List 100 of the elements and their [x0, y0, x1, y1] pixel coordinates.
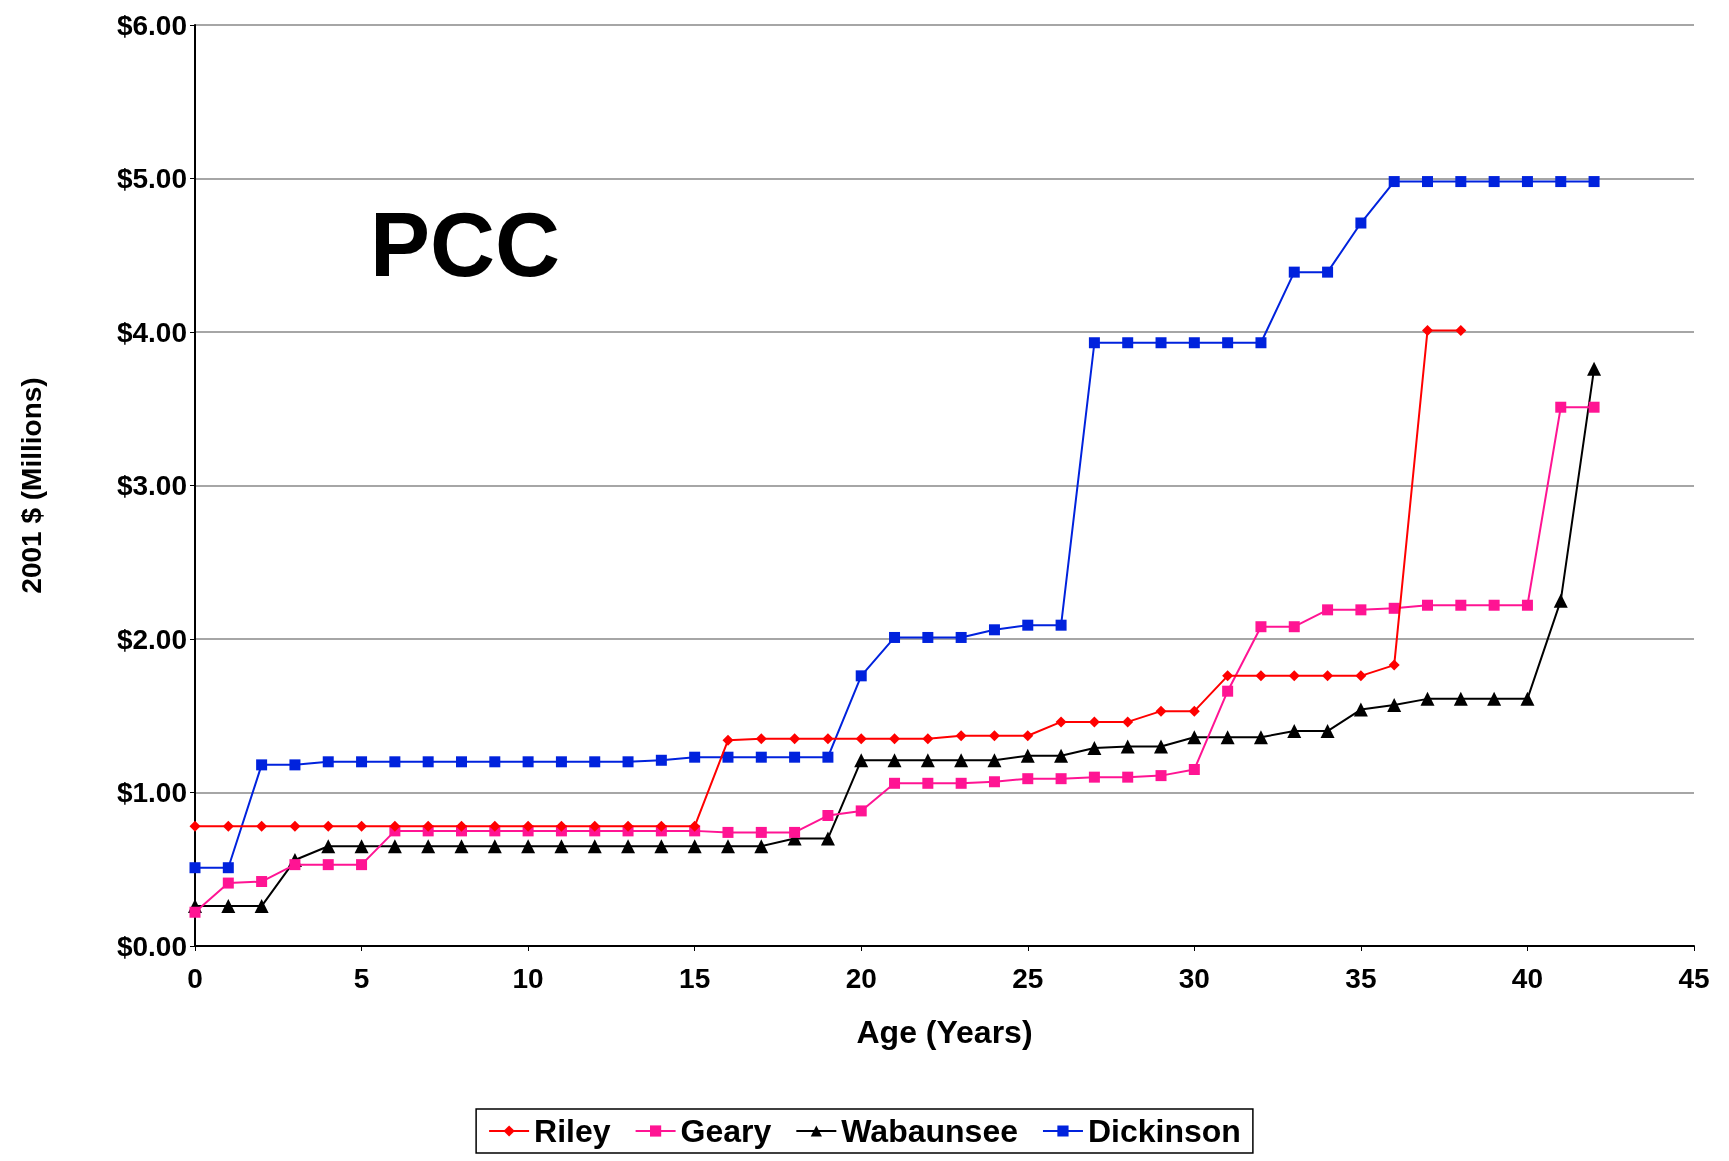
point — [789, 733, 801, 745]
y-axis-title: 2001 $ (Millions) — [15, 377, 47, 594]
point — [922, 631, 934, 643]
point — [1555, 176, 1567, 188]
point — [322, 859, 334, 871]
point — [587, 839, 602, 854]
point — [1255, 670, 1267, 682]
legend-label: Dickinson — [1087, 1113, 1241, 1149]
point — [1122, 337, 1134, 349]
point — [555, 820, 567, 832]
point — [1487, 691, 1502, 706]
point — [1422, 324, 1434, 336]
point — [321, 839, 336, 854]
point — [422, 820, 434, 832]
point — [955, 730, 967, 742]
point — [922, 777, 934, 789]
x-tick-label: 40 — [1511, 962, 1544, 994]
point — [1122, 716, 1134, 728]
y-tick-label: $2.00 — [116, 623, 187, 655]
point — [922, 733, 934, 745]
point — [521, 839, 536, 854]
point — [1521, 176, 1533, 188]
point — [1287, 724, 1302, 739]
point — [1388, 176, 1400, 188]
x-tick-label: 5 — [353, 962, 370, 994]
point — [1155, 337, 1167, 349]
annotation: PCC — [370, 195, 561, 295]
point — [1088, 771, 1100, 783]
point — [421, 839, 436, 854]
point — [855, 733, 867, 745]
point — [820, 831, 835, 846]
point — [1322, 604, 1334, 616]
point — [955, 631, 967, 643]
point — [622, 820, 634, 832]
x-tick-label: 15 — [679, 962, 711, 994]
point — [1422, 599, 1434, 611]
point — [522, 820, 534, 832]
point — [389, 820, 401, 832]
point — [889, 631, 901, 643]
point — [1353, 702, 1368, 717]
x-tick-label: 25 — [1012, 962, 1044, 994]
point — [454, 839, 469, 854]
point — [489, 756, 501, 768]
point — [1088, 337, 1100, 349]
point — [855, 805, 867, 817]
point — [555, 756, 567, 768]
y-tick-label: $3.00 — [116, 470, 187, 501]
point — [289, 859, 301, 871]
point — [1288, 621, 1300, 633]
point — [1553, 593, 1568, 608]
point — [889, 733, 901, 745]
point — [621, 839, 636, 854]
point — [655, 820, 667, 832]
point — [789, 826, 801, 838]
x-tick-label: 10 — [512, 962, 544, 994]
point — [1555, 401, 1567, 413]
point — [988, 776, 1000, 788]
point — [1220, 730, 1235, 745]
point — [1120, 739, 1135, 754]
point — [254, 899, 269, 914]
point — [1322, 266, 1334, 278]
point — [920, 753, 935, 768]
point — [1520, 691, 1535, 706]
point — [289, 759, 301, 771]
x-axis-title: Age (Years) — [856, 1014, 1033, 1050]
point — [189, 906, 201, 918]
legend-label: Riley — [534, 1113, 611, 1149]
x-tick-label: 35 — [1345, 962, 1377, 994]
point — [1022, 619, 1034, 631]
point — [455, 756, 467, 768]
point — [622, 756, 634, 768]
legend-label: Geary — [680, 1113, 772, 1149]
point — [1288, 266, 1300, 278]
point — [987, 753, 1002, 768]
point — [356, 859, 368, 871]
point — [589, 820, 601, 832]
point — [1188, 337, 1200, 349]
point — [1122, 771, 1134, 783]
point — [389, 756, 401, 768]
point — [1253, 730, 1268, 745]
point — [356, 820, 368, 832]
point — [1154, 739, 1169, 754]
point — [189, 820, 201, 832]
point — [189, 862, 201, 874]
point — [689, 751, 701, 763]
point — [954, 753, 969, 768]
legend-label: Wabaunsee — [841, 1113, 1018, 1149]
point — [1255, 621, 1267, 633]
point — [1588, 401, 1600, 413]
point — [487, 839, 502, 854]
point — [1054, 748, 1069, 763]
point — [689, 820, 701, 832]
point — [822, 810, 834, 822]
point — [354, 839, 369, 854]
x-tick-label: 0 — [187, 962, 203, 994]
point — [755, 826, 767, 838]
point — [1022, 773, 1034, 785]
point — [1255, 337, 1267, 349]
point — [1521, 599, 1533, 611]
point — [1453, 691, 1468, 706]
